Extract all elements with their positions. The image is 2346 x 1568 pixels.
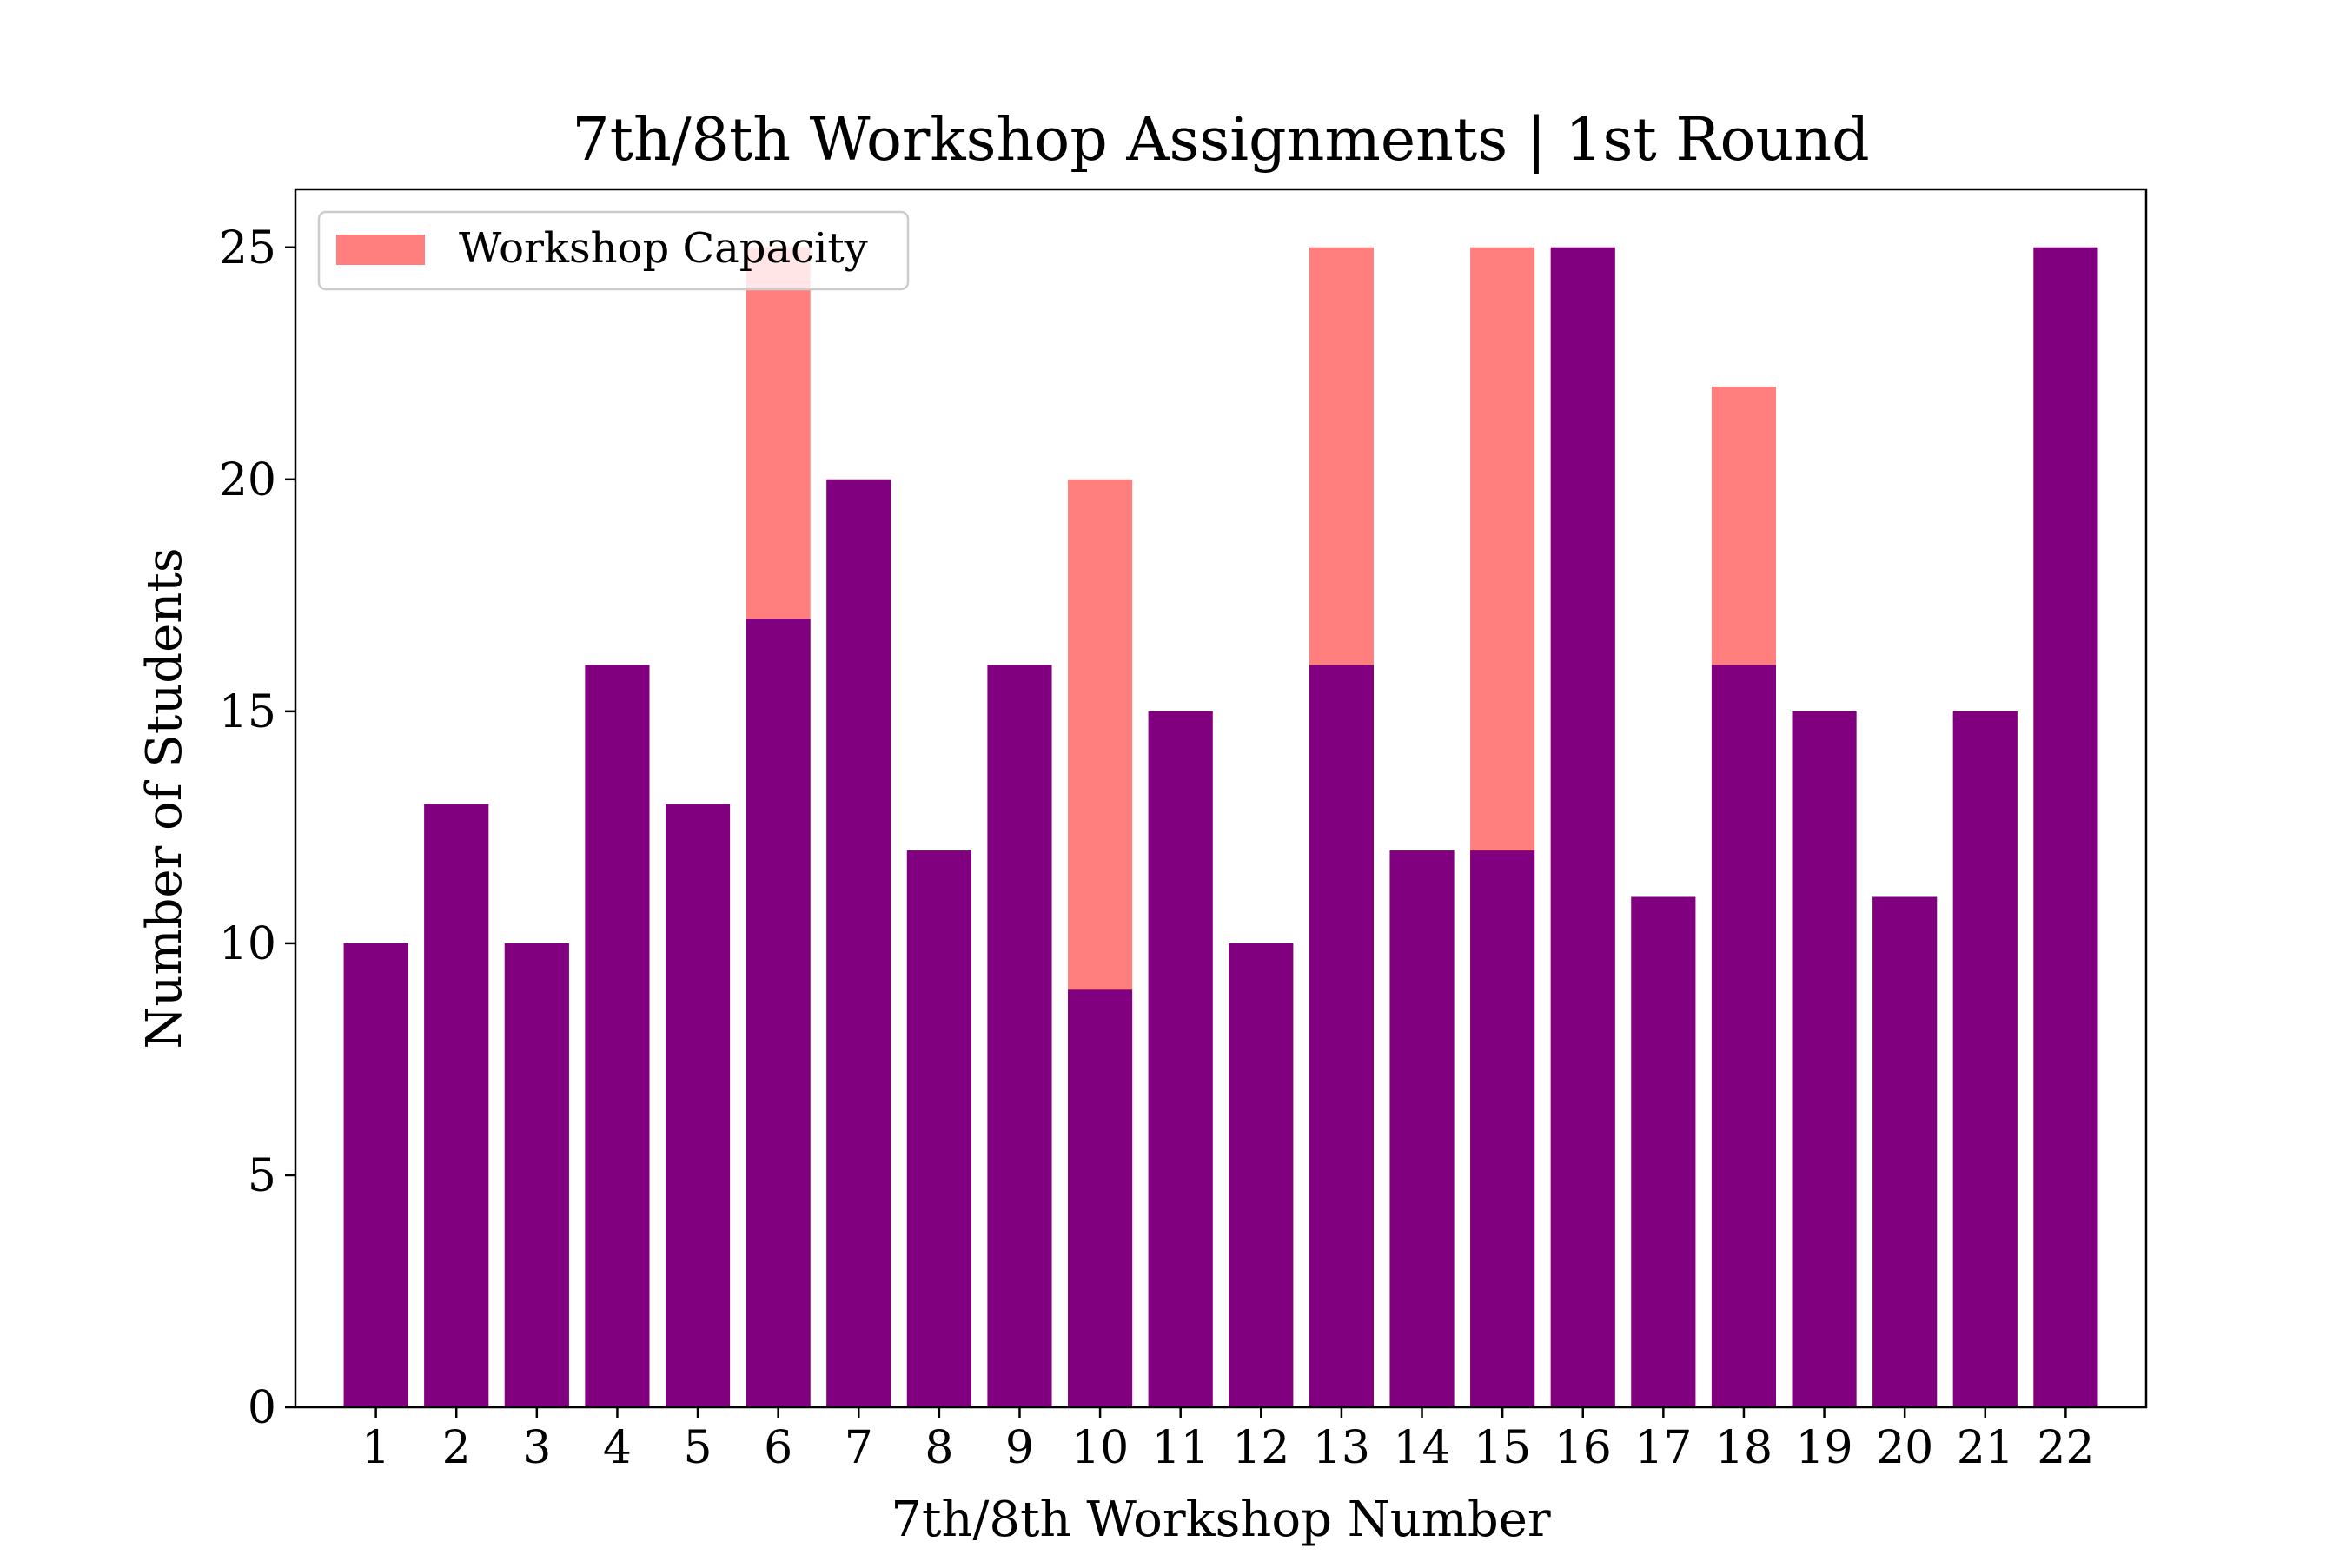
x-tick-label: 17: [1634, 1422, 1692, 1474]
assigned-bar-22: [2033, 247, 2098, 1407]
x-tick-label: 13: [1313, 1422, 1370, 1474]
x-axis: 1 2 3 4 5 6 7 8 9 10 11 12 13 14 15 16 17 18 19 20 21 22: [361, 1407, 2094, 1474]
x-tick-label: 10: [1071, 1422, 1129, 1474]
y-tick-label: 15: [219, 686, 276, 738]
x-tick-label: 4: [603, 1422, 632, 1474]
assigned-bar-11: [1148, 711, 1213, 1407]
assigned-bar-14: [1389, 850, 1455, 1407]
plot-area-frame: [294, 188, 2148, 1409]
assigned-bar-16: [1550, 247, 1615, 1407]
assigned-bar-1: [343, 943, 408, 1407]
legend-frame: [317, 210, 910, 291]
x-tick-label: 8: [924, 1422, 953, 1474]
assigned-bar-21: [1952, 711, 2018, 1407]
y-tick-label: 20: [219, 454, 276, 506]
assigned-bar-9: [987, 665, 1052, 1407]
x-tick-label: 2: [442, 1422, 471, 1474]
legend-label-capacity: Workshop Capacity: [459, 224, 868, 273]
x-tick-label: 7: [845, 1422, 873, 1474]
x-tick-label: 22: [2037, 1422, 2094, 1474]
x-tick-label: 18: [1715, 1422, 1773, 1474]
assigned-bar-5: [666, 804, 731, 1407]
y-tick-label: 5: [248, 1150, 276, 1202]
x-tick-label: 20: [1876, 1422, 1933, 1474]
assigned-bar-3: [504, 943, 569, 1407]
y-tick-label: 0: [248, 1382, 276, 1434]
legend: Workshop Capacity: [317, 210, 910, 291]
y-axis-label: Number of Students: [136, 547, 193, 1049]
chart-title: 7th/8th Workshop Assignments | 1st Round: [572, 106, 1869, 175]
x-axis-label: 7th/8th Workshop Number: [891, 1492, 1551, 1548]
assigned-bar-8: [906, 850, 971, 1407]
x-tick-label: 21: [1957, 1422, 2014, 1474]
y-tick-label: 25: [219, 222, 276, 275]
assigned-bar-4: [585, 665, 650, 1407]
assigned-bar-13: [1309, 665, 1374, 1407]
assigned-bar-15: [1470, 850, 1535, 1407]
assigned-bar-2: [424, 804, 489, 1407]
assigned-bar-20: [1872, 896, 1938, 1407]
x-tick-label: 9: [1005, 1422, 1034, 1474]
x-tick-label: 14: [1393, 1422, 1450, 1474]
y-axis: 0 5 10 15 20 25: [219, 222, 295, 1434]
assigned-bar-7: [826, 479, 891, 1407]
x-tick-label: 12: [1232, 1422, 1289, 1474]
x-tick-label: 11: [1152, 1422, 1209, 1474]
x-tick-label: 19: [1795, 1422, 1852, 1474]
y-tick-label: 10: [219, 918, 276, 970]
assigned-bar-18: [1711, 665, 1776, 1407]
assigned-bars: [343, 247, 2098, 1407]
x-tick-label: 6: [764, 1422, 792, 1474]
x-tick-label: 15: [1474, 1422, 1531, 1474]
assigned-bar-6: [746, 619, 811, 1407]
assigned-bar-10: [1068, 989, 1133, 1407]
assigned-bar-17: [1631, 896, 1696, 1407]
assigned-bar-12: [1229, 943, 1294, 1407]
assigned-bar-19: [1792, 711, 1857, 1407]
x-tick-label: 3: [522, 1422, 551, 1474]
x-tick-label: 16: [1554, 1422, 1612, 1474]
x-tick-label: 1: [361, 1422, 390, 1474]
legend-swatch-capacity: [336, 235, 425, 265]
x-tick-label: 5: [683, 1422, 712, 1474]
